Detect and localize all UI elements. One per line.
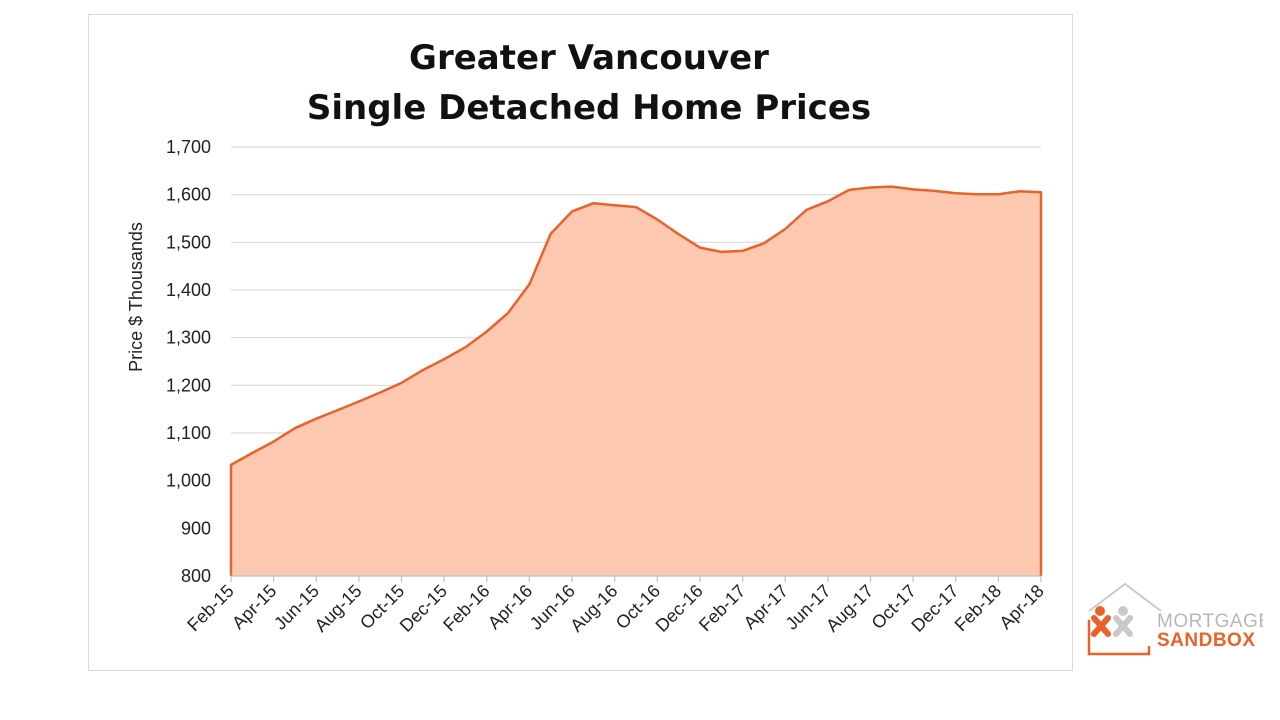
area-layer bbox=[229, 185, 1043, 576]
x-tick-label: Aug-15 bbox=[311, 581, 366, 636]
x-tick-label: Feb-16 bbox=[439, 581, 493, 635]
x-tick-label: Apr-16 bbox=[484, 581, 536, 633]
y-tick-label: 800 bbox=[181, 566, 211, 586]
y-tick-label: 1,100 bbox=[166, 423, 211, 443]
x-tick-label: Aug-17 bbox=[822, 581, 877, 636]
price-series-line bbox=[229, 185, 1043, 576]
x-tick-label: Aug-16 bbox=[566, 581, 621, 636]
logo-house-icon bbox=[1087, 582, 1162, 656]
y-tick-label: 1,200 bbox=[166, 375, 211, 395]
x-tick-labels: Feb-15Apr-15Jun-15Aug-15Oct-15Dec-15Feb-… bbox=[183, 581, 1047, 636]
chart-svg: Greater Vancouver Single Detached Home P… bbox=[126, 38, 1048, 636]
logo-text-mortgage: MORTGAGE bbox=[1157, 611, 1263, 632]
area-fill bbox=[231, 186, 1041, 576]
x-tick-label: Dec-16 bbox=[652, 581, 707, 636]
y-tick-label: 1,500 bbox=[166, 232, 211, 252]
y-tick-labels: 800 900 1,000 1,100 1,200 1,300 1,400 1,500 1,60… bbox=[166, 137, 211, 586]
chart-title-line-1: Greater Vancouver bbox=[409, 38, 769, 78]
y-tick-label: 1,300 bbox=[166, 328, 211, 348]
x-tick-label: Feb-15 bbox=[183, 581, 237, 635]
axis-layer bbox=[230, 575, 1042, 582]
y-tick-label: 1,600 bbox=[166, 185, 211, 205]
y-tick-label: 1,000 bbox=[166, 471, 211, 491]
logo-text-sandbox: SANDBOX bbox=[1157, 630, 1256, 651]
x-tick-label: Apr-15 bbox=[228, 581, 280, 633]
x-tick-label: Dec-17 bbox=[907, 581, 962, 636]
x-tick-label: Feb-17 bbox=[695, 581, 749, 635]
x-tick-label: Apr-18 bbox=[995, 581, 1047, 633]
mortgage-sandbox-logo: MORTGAGE SANDBOX bbox=[1087, 582, 1263, 656]
y-axis-title: Price $ Thousands bbox=[126, 222, 146, 372]
x-tick-label: Feb-18 bbox=[951, 581, 1005, 635]
x-tick-label: Apr-17 bbox=[740, 581, 792, 633]
x-tick-label: Dec-15 bbox=[396, 581, 451, 636]
chart-title-line-2: Single Detached Home Prices bbox=[307, 88, 871, 128]
chart-card: Greater Vancouver Single Detached Home P… bbox=[88, 14, 1073, 671]
y-tick-label: 900 bbox=[181, 518, 211, 538]
y-tick-label: 1,700 bbox=[166, 137, 211, 157]
y-tick-label: 1,400 bbox=[166, 280, 211, 300]
